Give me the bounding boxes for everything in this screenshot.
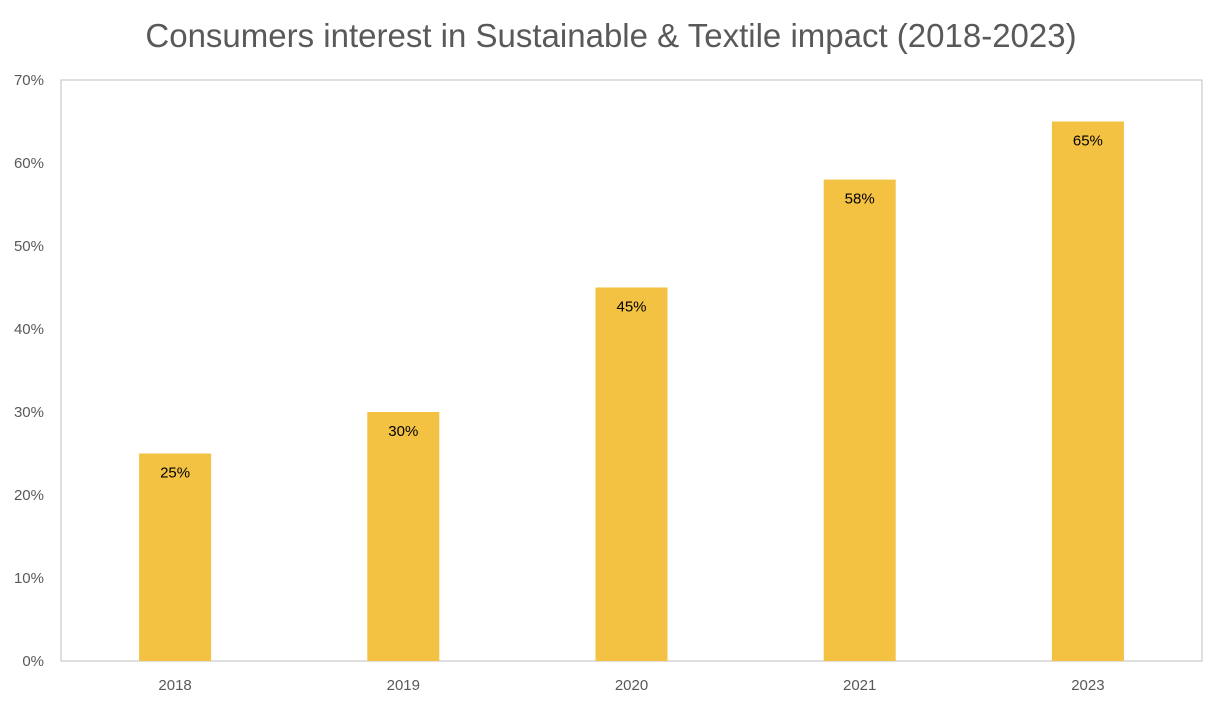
y-tick-label: 50%: [14, 238, 44, 255]
bar-2019[interactable]: [367, 412, 440, 661]
data-label-2021: 58%: [845, 191, 875, 208]
y-tick-label: 40%: [14, 321, 44, 338]
bar-series: 25% 30% 45% 58% 65%: [139, 121, 1124, 662]
y-tick-label: 70%: [14, 72, 44, 89]
data-label-2018: 25%: [160, 465, 190, 482]
x-axis: 2018 2019 2020 2021 2023: [158, 677, 1104, 694]
bar-2020[interactable]: [595, 287, 668, 662]
y-tick-label: 0%: [22, 653, 44, 670]
x-tick-label-2019: 2019: [387, 677, 420, 694]
x-tick-label-2023: 2023: [1071, 677, 1104, 694]
y-tick-label: 10%: [14, 570, 44, 587]
chart-title: Consumers interest in Sustainable & Text…: [145, 17, 1076, 54]
y-tick-label: 20%: [14, 487, 44, 504]
bar-2018[interactable]: [139, 453, 212, 662]
data-label-2019: 30%: [388, 423, 418, 440]
y-tick-label: 30%: [14, 404, 44, 421]
x-tick-label-2021: 2021: [843, 677, 876, 694]
y-axis: 0% 10% 20% 30% 40% 50% 60% 70%: [14, 72, 44, 670]
x-tick-label-2020: 2020: [615, 677, 648, 694]
bar-2023[interactable]: [1051, 121, 1124, 662]
data-label-2020: 45%: [616, 299, 646, 316]
bar-2021[interactable]: [823, 179, 896, 661]
x-tick-label-2018: 2018: [158, 677, 191, 694]
data-label-2023: 65%: [1073, 133, 1103, 150]
y-tick-label: 60%: [14, 155, 44, 172]
